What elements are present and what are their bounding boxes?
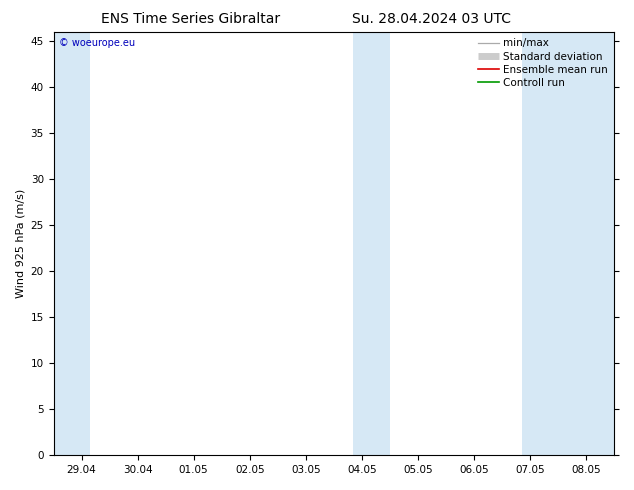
Text: Su. 28.04.2024 03 UTC: Su. 28.04.2024 03 UTC bbox=[352, 12, 510, 26]
Bar bbox=[522, 32, 614, 455]
Y-axis label: Wind 925 hPa (m/s): Wind 925 hPa (m/s) bbox=[15, 189, 25, 298]
Bar bbox=[353, 32, 390, 455]
Text: ENS Time Series Gibraltar: ENS Time Series Gibraltar bbox=[101, 12, 280, 26]
Legend: min/max, Standard deviation, Ensemble mean run, Controll run: min/max, Standard deviation, Ensemble me… bbox=[474, 34, 612, 92]
Bar bbox=[53, 32, 90, 455]
Text: © woeurope.eu: © woeurope.eu bbox=[59, 39, 135, 49]
